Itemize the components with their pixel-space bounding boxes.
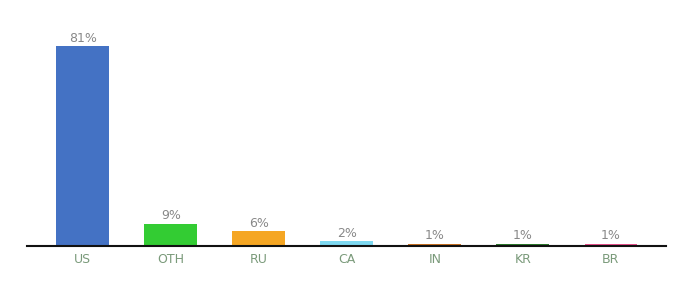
Bar bbox=[56, 46, 109, 246]
Bar bbox=[496, 244, 549, 246]
Text: 2%: 2% bbox=[337, 226, 357, 240]
Bar bbox=[233, 231, 285, 246]
Bar bbox=[409, 244, 461, 246]
Text: 1%: 1% bbox=[513, 229, 533, 242]
Text: 9%: 9% bbox=[160, 209, 181, 222]
Text: 6%: 6% bbox=[249, 217, 269, 230]
Text: 1%: 1% bbox=[601, 229, 621, 242]
Bar bbox=[585, 244, 637, 246]
Bar bbox=[144, 224, 197, 246]
Text: 1%: 1% bbox=[425, 229, 445, 242]
Text: 81%: 81% bbox=[69, 32, 97, 45]
Bar bbox=[320, 241, 373, 246]
